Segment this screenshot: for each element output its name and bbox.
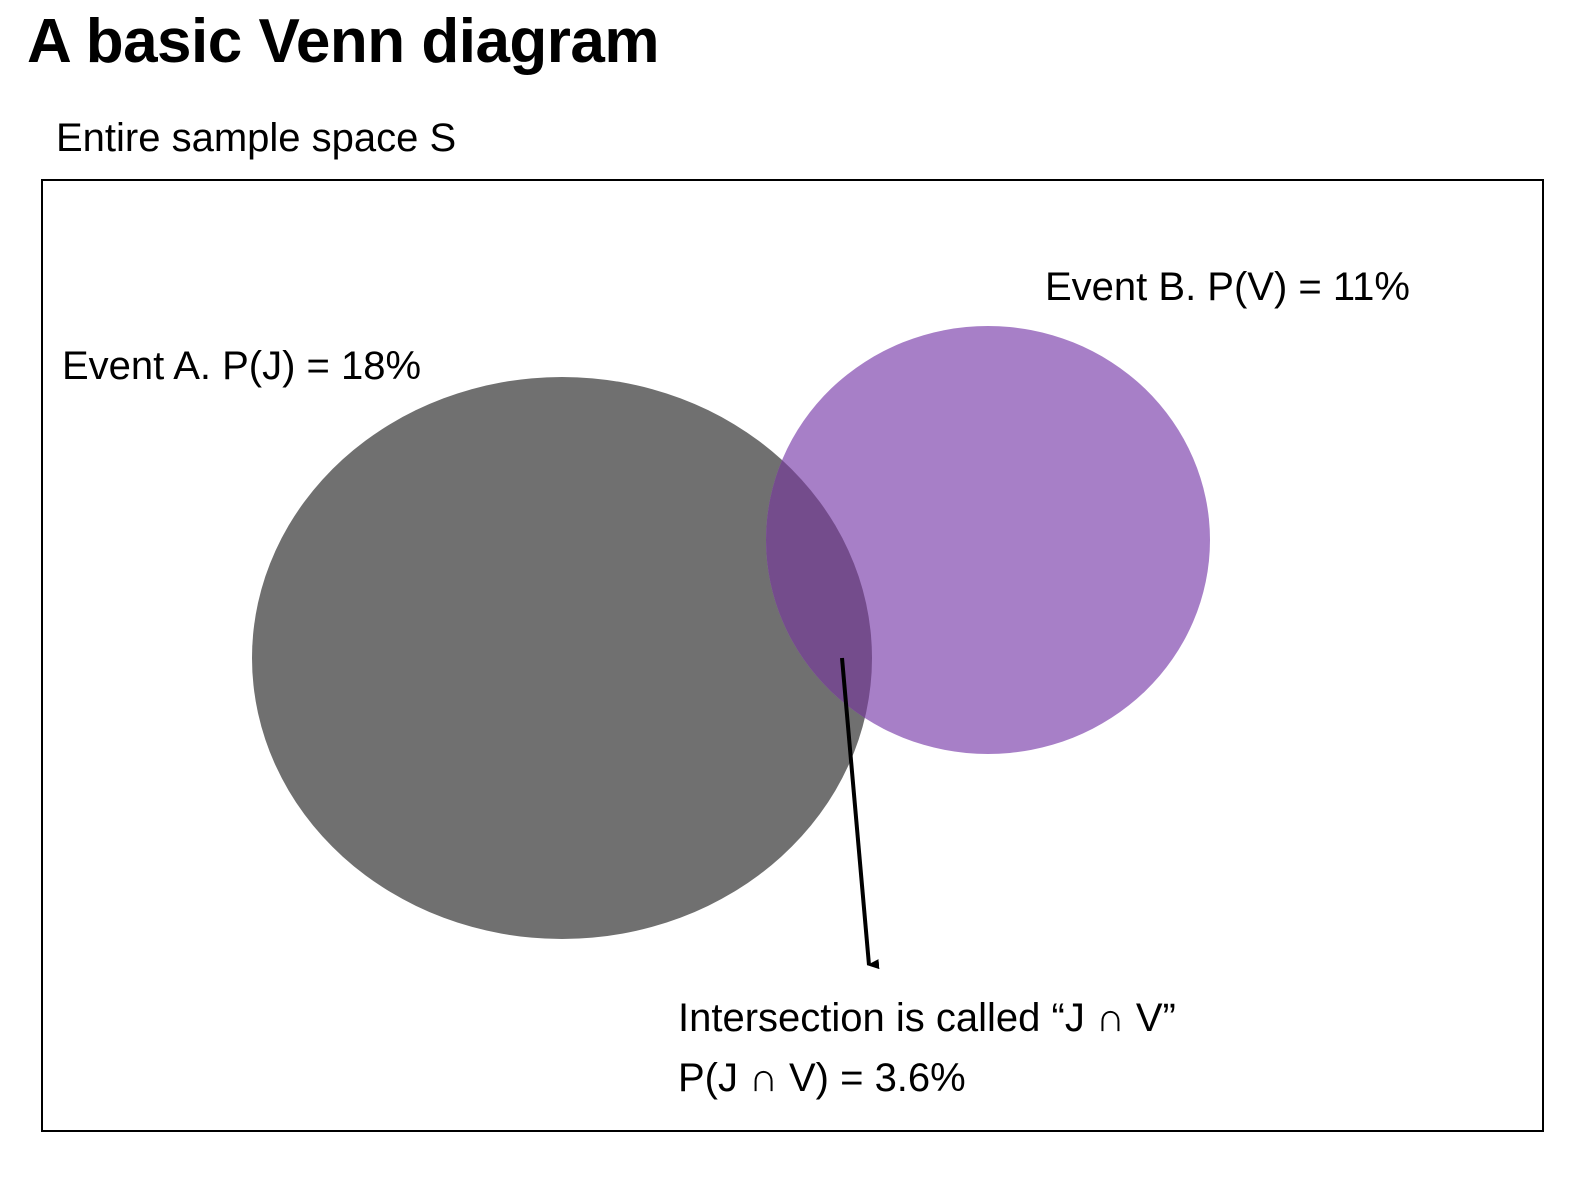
event-b-label: Event B. P(V) = 11% xyxy=(1045,265,1410,309)
sample-space-label: Entire sample space S xyxy=(56,116,457,160)
page-title: A basic Venn diagram xyxy=(27,7,660,76)
event-b-circle xyxy=(766,326,1210,754)
intersection-label-line2: P(J ∩ V) = 3.6% xyxy=(678,1056,966,1100)
event-a-circle xyxy=(252,377,872,939)
event-a-label: Event A. P(J) = 18% xyxy=(62,344,421,388)
intersection-label-line1: Intersection is called “J ∩ V” xyxy=(678,996,1176,1040)
intersection-arrow xyxy=(840,657,880,970)
sample-space-box xyxy=(41,179,1544,1132)
